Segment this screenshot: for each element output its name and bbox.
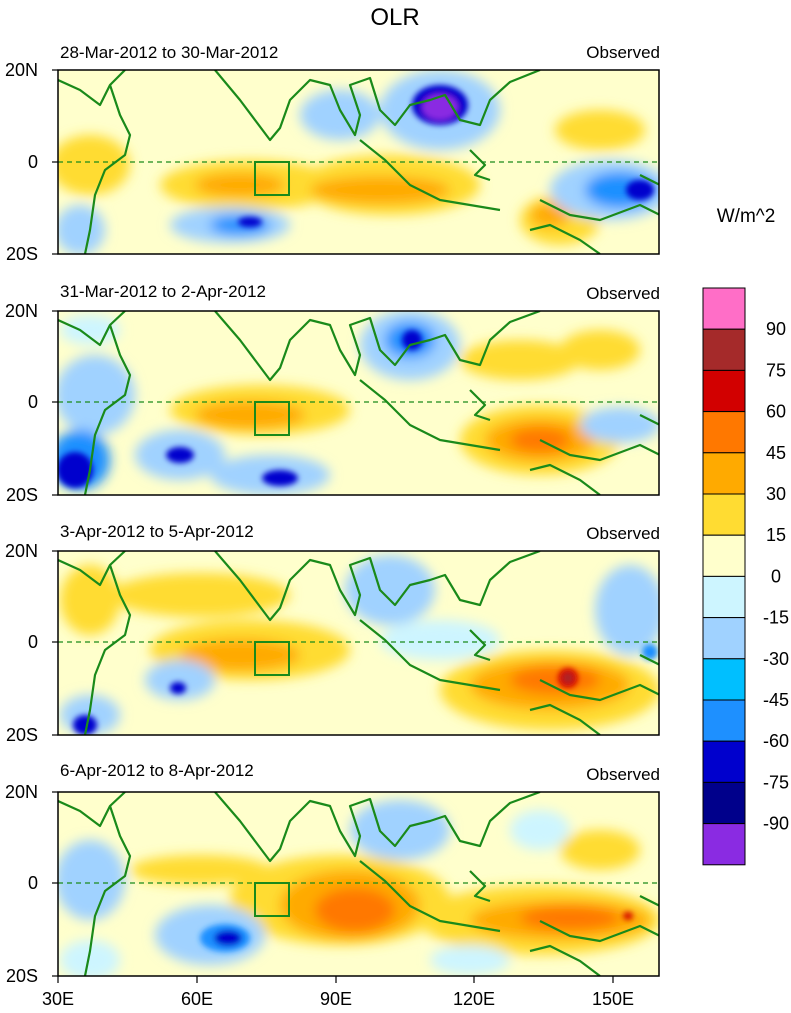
lat-label-0: 0 — [28, 392, 38, 412]
colorbar-box — [702, 534, 746, 577]
colorbar-box — [702, 328, 746, 371]
lat-label-20n: 20N — [5, 301, 38, 321]
figure-title: OLR — [370, 4, 419, 31]
lon-label-150e: 150E — [592, 989, 634, 1009]
panel-4-tag: Observed — [586, 765, 660, 784]
panel-3-tag: Observed — [586, 524, 660, 543]
lon-label-90e: 90E — [320, 989, 352, 1009]
panel-3-frame — [57, 550, 660, 736]
panel-4-field — [58, 792, 659, 976]
panel-1-tag: Observed — [586, 43, 660, 62]
panel-1-date-range: 28-Mar-2012 to 30-Mar-2012 — [60, 43, 278, 62]
map-panel-3: 3-Apr-2012 to 5-Apr-2012 Observed — [57, 522, 660, 736]
colorbar-label: 75 — [766, 360, 786, 380]
colorbar-box — [702, 411, 746, 454]
colorbar-units: W/m^2 — [717, 206, 776, 227]
colorbar-label: -45 — [763, 690, 789, 710]
colorbar-box — [702, 493, 746, 536]
lat-label-0: 0 — [28, 152, 38, 172]
colorbar-label: -75 — [763, 772, 789, 792]
colorbar-boxes — [702, 287, 746, 866]
colorbar-label: 60 — [766, 402, 786, 422]
colorbar-box — [702, 575, 746, 619]
panel-2-tag: Observed — [586, 284, 660, 303]
lat-ticks — [52, 69, 58, 977]
panel-2-date-range: 31-Mar-2012 to 2-Apr-2012 — [60, 282, 266, 301]
colorbar-box — [702, 452, 746, 495]
colorbar-box — [702, 658, 746, 701]
colorbar-label: 90 — [766, 319, 786, 339]
colorbar-label: -15 — [763, 608, 789, 628]
panel-3-date-range: 3-Apr-2012 to 5-Apr-2012 — [60, 522, 254, 541]
colorbar-label: 45 — [766, 443, 786, 463]
colorbar-label: -30 — [763, 649, 789, 669]
lat-label-20n: 20N — [5, 60, 38, 80]
colorbar-label: -60 — [763, 731, 789, 751]
colorbar-label: 30 — [766, 484, 786, 504]
lon-axis: 30E 60E 90E 120E 150E — [42, 976, 634, 1009]
panel-1-field — [58, 70, 659, 254]
panel-4-date-range: 6-Apr-2012 to 8-Apr-2012 — [60, 761, 254, 780]
lon-ticks — [57, 976, 614, 983]
lon-label-120e: 120E — [453, 989, 495, 1009]
colorbar-box — [702, 369, 746, 413]
panel-2-field — [58, 311, 659, 495]
lat-label-20n: 20N — [5, 782, 38, 802]
map-panel-2: 31-Mar-2012 to 2-Apr-2012 Observed — [57, 282, 660, 496]
colorbar-label: 0 — [771, 566, 781, 586]
lat-axis: 20N 0 20S 20N 0 20S 20N 0 20S 20N 0 20S — [5, 60, 58, 986]
colorbar-box — [702, 823, 746, 866]
lat-label-20s: 20S — [6, 485, 38, 505]
lat-label-20n: 20N — [5, 541, 38, 561]
map-panel-1: 28-Mar-2012 to 30-Mar-2012 Observed — [57, 43, 660, 255]
lat-label-0: 0 — [28, 632, 38, 652]
colorbar-box — [702, 287, 746, 330]
lat-label-20s: 20S — [6, 725, 38, 745]
lon-label-60e: 60E — [181, 989, 213, 1009]
colorbar-labels: 90 75 60 45 30 15 0 -15 -30 -45 -60 -75 -90 — [763, 319, 789, 833]
lat-label-20s: 20S — [6, 966, 38, 986]
colorbar-box — [702, 740, 746, 783]
colorbar-box — [702, 781, 746, 825]
colorbar-label: 15 — [766, 525, 786, 545]
map-panel-4: 6-Apr-2012 to 8-Apr-2012 Observed — [57, 761, 660, 977]
colorbar-box — [702, 617, 746, 660]
panel-4-frame — [57, 791, 660, 977]
colorbar: W/m^2 90 75 60 45 30 15 0 -15 -30 -45 -60 -75 -90 — [702, 206, 789, 866]
lat-label-0: 0 — [28, 873, 38, 893]
panel-2-frame — [57, 310, 660, 496]
colorbar-label: -90 — [763, 814, 789, 834]
lon-label-30e: 30E — [42, 989, 74, 1009]
colorbar-box — [702, 699, 746, 742]
lat-label-20s: 20S — [6, 244, 38, 264]
panel-3-field — [58, 551, 659, 735]
